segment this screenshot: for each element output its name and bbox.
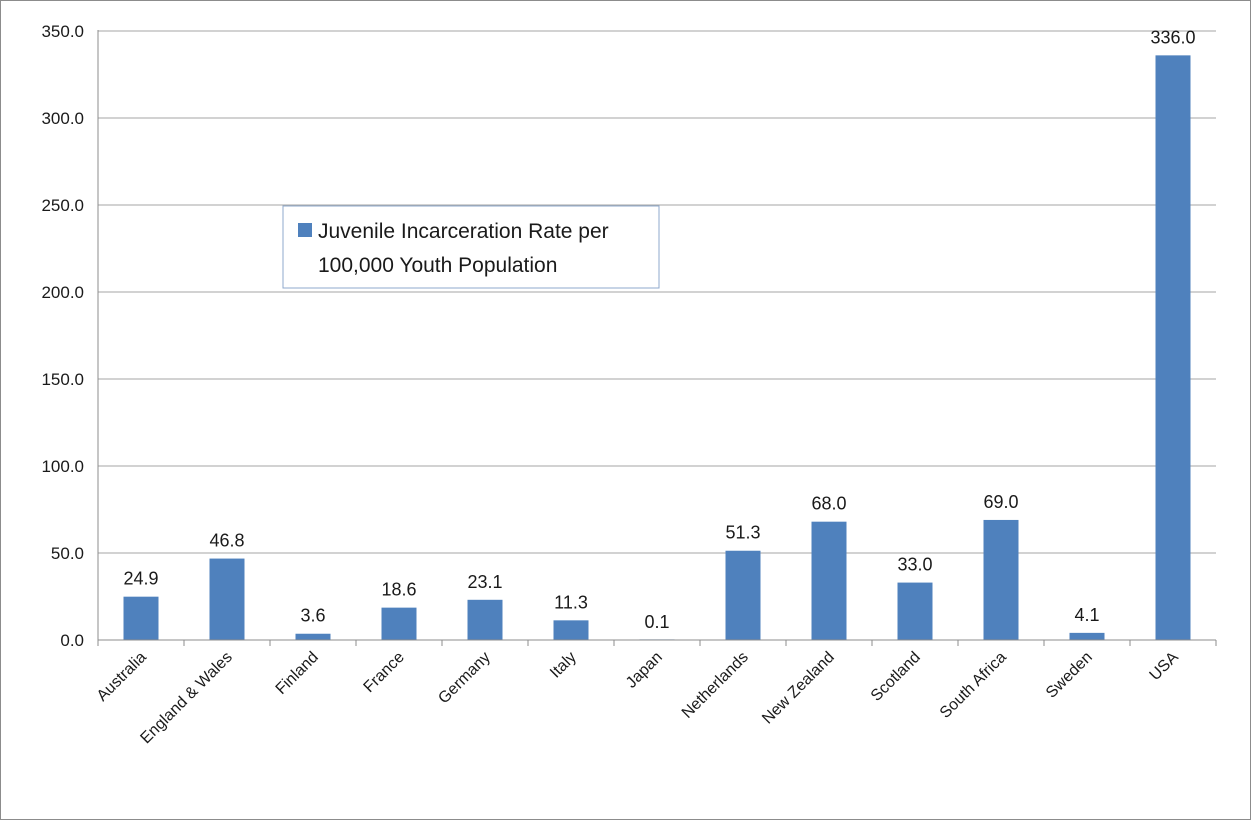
- x-category-label: USA: [1147, 649, 1183, 685]
- legend-box: [282, 205, 660, 289]
- data-label: 3.6: [300, 606, 325, 626]
- bar: [381, 607, 417, 640]
- y-tick-label: 300.0: [41, 109, 84, 128]
- bar: [725, 550, 761, 640]
- x-category-label: Germany: [435, 649, 494, 708]
- data-label: 23.1: [467, 572, 502, 592]
- data-label: 4.1: [1074, 605, 1099, 625]
- x-category-label: Scotland: [868, 649, 924, 705]
- data-label: 68.0: [811, 494, 846, 514]
- data-label: 51.3: [725, 523, 760, 543]
- data-label: 11.3: [554, 592, 588, 612]
- bar: [209, 558, 245, 640]
- bar: [123, 596, 159, 640]
- y-tick-label: 0.0: [60, 631, 84, 650]
- y-tick-label: 200.0: [41, 283, 84, 302]
- x-category-label: Netherlands: [679, 649, 752, 722]
- data-label: 18.6: [381, 580, 416, 600]
- x-category-label: Japan: [623, 649, 666, 692]
- gridlines: [98, 30, 1216, 554]
- data-label: 46.8: [209, 531, 244, 551]
- x-category-label: Sweden: [1043, 649, 1096, 702]
- y-tick-label: 50.0: [51, 544, 84, 563]
- x-category-label: Finland: [273, 649, 322, 698]
- bar: [467, 599, 503, 640]
- legend-swatch: [298, 223, 312, 237]
- x-category-label: Australia: [94, 649, 150, 705]
- x-category-label: New Zealand: [759, 649, 838, 728]
- bars: [123, 55, 1191, 641]
- data-label: 0.1: [644, 612, 669, 632]
- x-category-label: South Africa: [937, 649, 1010, 722]
- y-tick-label: 250.0: [41, 196, 84, 215]
- bar: [897, 582, 933, 640]
- axes: [97, 30, 1217, 646]
- bar: [1155, 55, 1191, 641]
- legend: Juvenile Incarceration Rate per 100,000 …: [282, 205, 660, 289]
- y-tick-label: 350.0: [41, 22, 84, 41]
- data-label: 33.0: [897, 555, 932, 575]
- x-category-label: France: [361, 649, 408, 696]
- x-category-label: Italy: [547, 649, 580, 682]
- y-tick-label: 100.0: [41, 457, 84, 476]
- bar: [295, 633, 331, 640]
- data-labels: 24.9 46.8 3.6 18.6 23.1 11.3 0.1 51.3 68.0 33.0 69…: [123, 27, 1195, 631]
- bar: [811, 521, 847, 640]
- bar: [983, 519, 1019, 640]
- data-label: 24.9: [123, 569, 158, 589]
- legend-label-line-2: 100,000 Youth Population: [318, 254, 557, 277]
- y-axis-tick-labels: 0.0 50.0 100.0 150.0 200.0 250.0 300.0 350.0: [41, 22, 84, 650]
- data-label: 69.0: [983, 492, 1018, 512]
- x-category-label: England & Wales: [137, 649, 235, 747]
- data-label: 336.0: [1150, 27, 1195, 47]
- legend-label-line-1: Juvenile Incarceration Rate per: [318, 220, 609, 243]
- bar: [1069, 632, 1105, 640]
- y-tick-label: 150.0: [41, 370, 84, 389]
- bar: [553, 620, 589, 640]
